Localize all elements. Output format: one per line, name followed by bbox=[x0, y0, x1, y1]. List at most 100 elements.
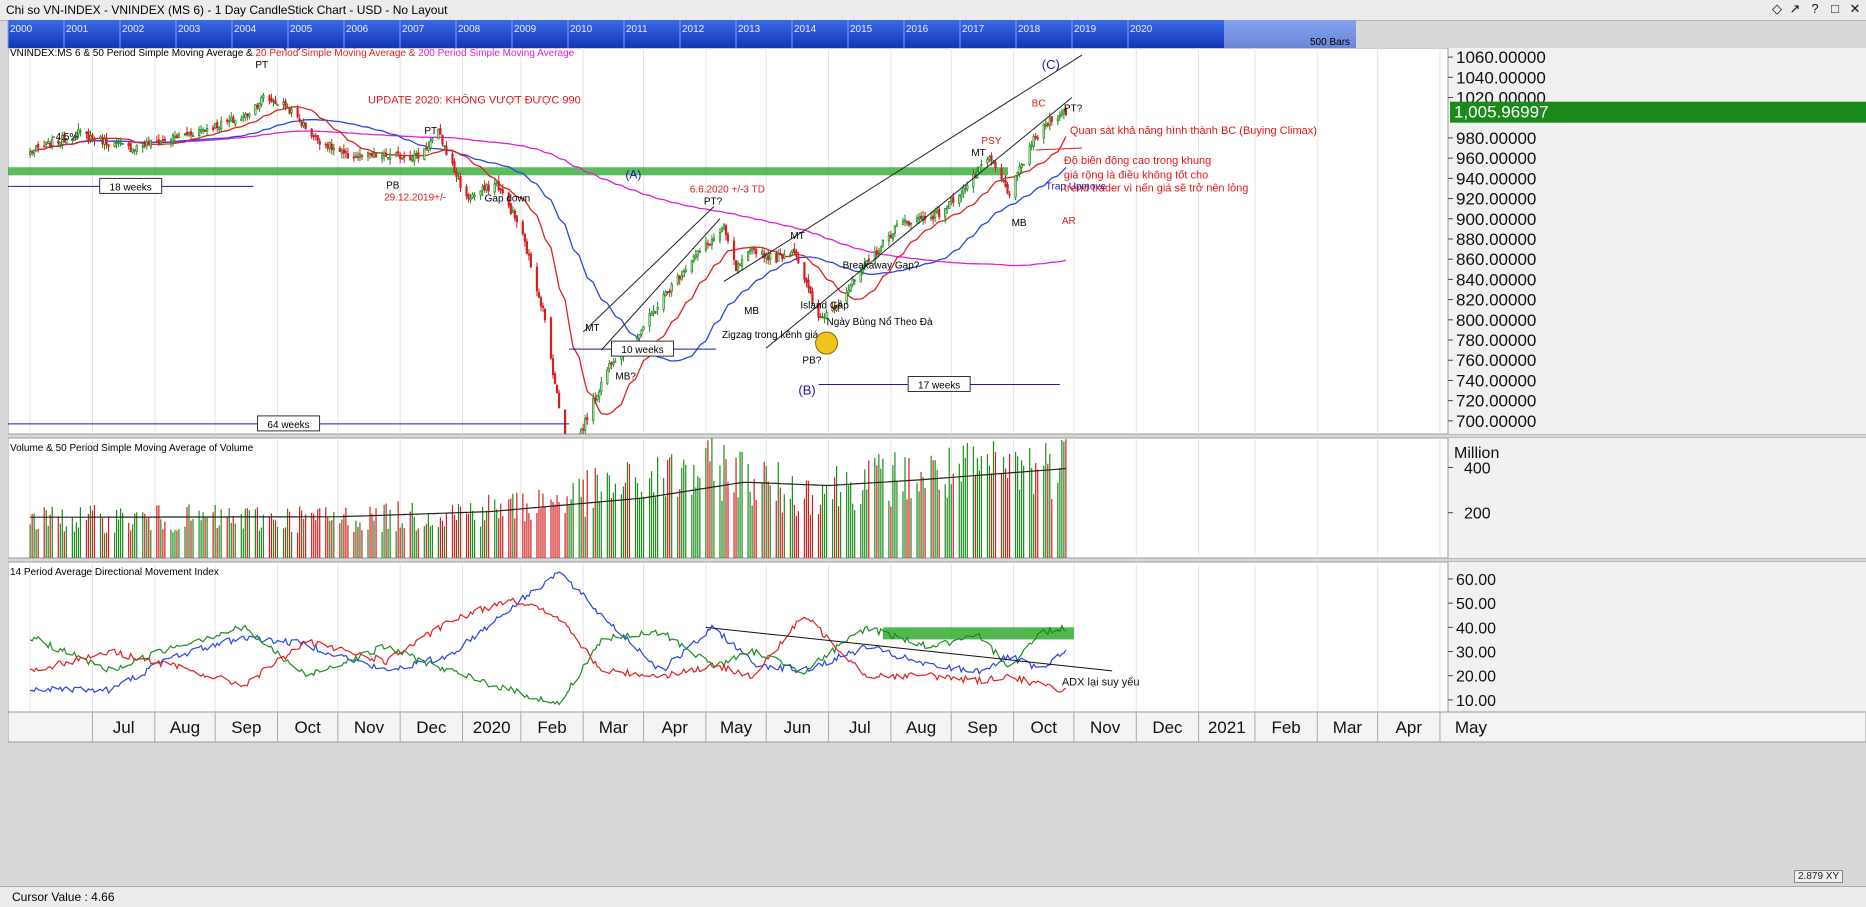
candle-body bbox=[457, 177, 460, 180]
candle-body bbox=[248, 113, 251, 117]
candle-body bbox=[666, 291, 669, 293]
candle-body bbox=[212, 127, 215, 131]
duration-label: 10 weeks bbox=[621, 345, 663, 356]
candle-body bbox=[720, 228, 724, 232]
candle-body bbox=[147, 140, 150, 146]
price-axis-label: 840.00000 bbox=[1456, 270, 1536, 289]
candle-body bbox=[1008, 193, 1011, 196]
candle-body bbox=[443, 145, 446, 147]
help-icon[interactable]: ? bbox=[1811, 1, 1819, 16]
candle-body bbox=[127, 142, 130, 146]
adx-line bbox=[30, 571, 1067, 695]
candle-body bbox=[1034, 135, 1037, 138]
candle-body bbox=[399, 154, 402, 160]
chart-annotation: MT bbox=[585, 323, 599, 334]
candle-body bbox=[163, 138, 166, 141]
candle-body bbox=[191, 135, 195, 137]
candle-body bbox=[1048, 117, 1051, 126]
candle-body bbox=[610, 362, 613, 365]
candle-body bbox=[356, 156, 360, 159]
diamond-icon[interactable]: ◇ bbox=[1772, 1, 1782, 16]
candle-body bbox=[296, 107, 299, 118]
candle-body bbox=[45, 142, 48, 145]
candle-body bbox=[33, 149, 36, 154]
candle-body bbox=[77, 129, 80, 135]
candle-body bbox=[1056, 118, 1059, 122]
date-axis-label: Dec bbox=[416, 718, 447, 737]
candle-body bbox=[919, 215, 923, 220]
price-axis-label: 980.00000 bbox=[1456, 129, 1536, 148]
candle-body bbox=[228, 120, 231, 123]
plus_di-line bbox=[29, 624, 1067, 706]
adx-pane-title: 14 Period Average Directional Movement I… bbox=[10, 567, 219, 578]
candle-body bbox=[143, 144, 146, 147]
candle-body bbox=[797, 256, 800, 264]
last-price-label: 1,005.96997 bbox=[1454, 103, 1549, 122]
candle-body bbox=[103, 138, 106, 145]
chart-annotation: BC bbox=[1032, 99, 1046, 110]
candle-body bbox=[652, 310, 655, 314]
date-axis-label: Oct bbox=[294, 718, 321, 737]
navigator-selection[interactable] bbox=[1224, 20, 1356, 48]
candle-body bbox=[415, 153, 418, 155]
date-navigator[interactable] bbox=[8, 20, 1356, 48]
candle-body bbox=[696, 250, 699, 257]
candle-body bbox=[216, 122, 219, 129]
candle-body bbox=[1018, 166, 1021, 174]
maximize-icon[interactable]: □ bbox=[1831, 1, 1839, 16]
candle-body bbox=[694, 254, 697, 258]
date-axis-label: Nov bbox=[1090, 718, 1121, 737]
candle-body bbox=[833, 305, 836, 311]
candle-body bbox=[823, 317, 826, 320]
price-axis-label: 960.00000 bbox=[1456, 149, 1536, 168]
price-axis-label: 900.00000 bbox=[1456, 210, 1536, 229]
candle-body bbox=[105, 137, 108, 145]
candle-body bbox=[232, 116, 235, 124]
candle-body bbox=[1042, 123, 1045, 139]
candle-body bbox=[290, 108, 293, 113]
candle-body bbox=[901, 220, 905, 226]
candle-body bbox=[722, 224, 726, 229]
candle-body bbox=[851, 278, 854, 286]
candle-body bbox=[972, 174, 975, 188]
date-axis-label: Jul bbox=[849, 718, 871, 737]
candle-body bbox=[948, 201, 951, 209]
close-icon[interactable]: ✕ bbox=[1849, 1, 1861, 16]
candle-body bbox=[877, 251, 880, 254]
candle-body bbox=[751, 247, 754, 251]
candle-body bbox=[915, 217, 919, 222]
candle-body bbox=[409, 155, 412, 161]
candle-body bbox=[387, 157, 390, 159]
candle-body bbox=[934, 211, 937, 218]
chart-annotation: (A) bbox=[625, 167, 641, 181]
chart-annotation: trend trader vì nến giá sẽ trở nên lỏng bbox=[1064, 182, 1249, 194]
scale-badge[interactable]: 2.879 XY bbox=[1794, 870, 1844, 883]
date-axis-label: Mar bbox=[599, 718, 629, 737]
candle-body bbox=[272, 100, 275, 103]
candle-body bbox=[256, 104, 259, 109]
candle-body bbox=[586, 417, 589, 421]
candle-body bbox=[917, 216, 921, 220]
candle-body bbox=[87, 131, 90, 140]
cursor-value: Cursor Value : 4.66 bbox=[12, 890, 115, 904]
pop-out-icon[interactable]: ↗ bbox=[1789, 1, 1801, 16]
date-axis-bg bbox=[8, 711, 1866, 743]
chart-annotation: Gap down bbox=[485, 194, 531, 205]
candle-body bbox=[316, 135, 319, 141]
chart-annotation: AR bbox=[1062, 216, 1076, 227]
candle-body bbox=[704, 242, 707, 251]
chart-plot[interactable]: VNINDEX:MS 6 & 50 Period Simple Moving A… bbox=[8, 48, 1866, 858]
candle-body bbox=[1058, 114, 1061, 118]
candle-body bbox=[608, 363, 611, 370]
candle-body bbox=[254, 104, 257, 116]
sma200-line bbox=[29, 130, 1067, 267]
candle-body bbox=[938, 208, 941, 218]
duration-box bbox=[257, 415, 321, 432]
candle-body bbox=[276, 103, 279, 106]
candle-body bbox=[389, 153, 392, 160]
adx-axis-label: 30.00 bbox=[1456, 645, 1496, 662]
candle-body bbox=[455, 171, 458, 178]
chart-annotation: PB? bbox=[802, 355, 821, 366]
candle-body bbox=[501, 188, 504, 194]
candle-body bbox=[258, 102, 261, 110]
